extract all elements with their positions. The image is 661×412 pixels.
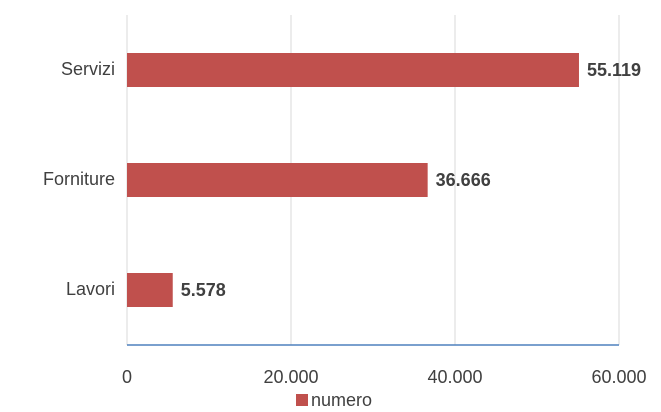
legend-label: numero: [311, 390, 372, 410]
data-label: 55.119: [587, 60, 641, 80]
y-tick-label: Servizi: [61, 59, 115, 79]
y-tick-label: Forniture: [43, 169, 115, 189]
y-tick-label: Lavori: [66, 279, 115, 299]
data-label: 5.578: [181, 280, 226, 300]
bar: [127, 273, 173, 307]
legend-swatch: [296, 394, 308, 406]
bar: [127, 163, 428, 197]
x-tick-label: 0: [122, 367, 132, 387]
data-label: 36.666: [436, 170, 491, 190]
x-tick-label: 60.000: [591, 367, 646, 387]
bar: [127, 53, 579, 87]
x-tick-label: 20.000: [263, 367, 318, 387]
x-tick-label: 40.000: [427, 367, 482, 387]
